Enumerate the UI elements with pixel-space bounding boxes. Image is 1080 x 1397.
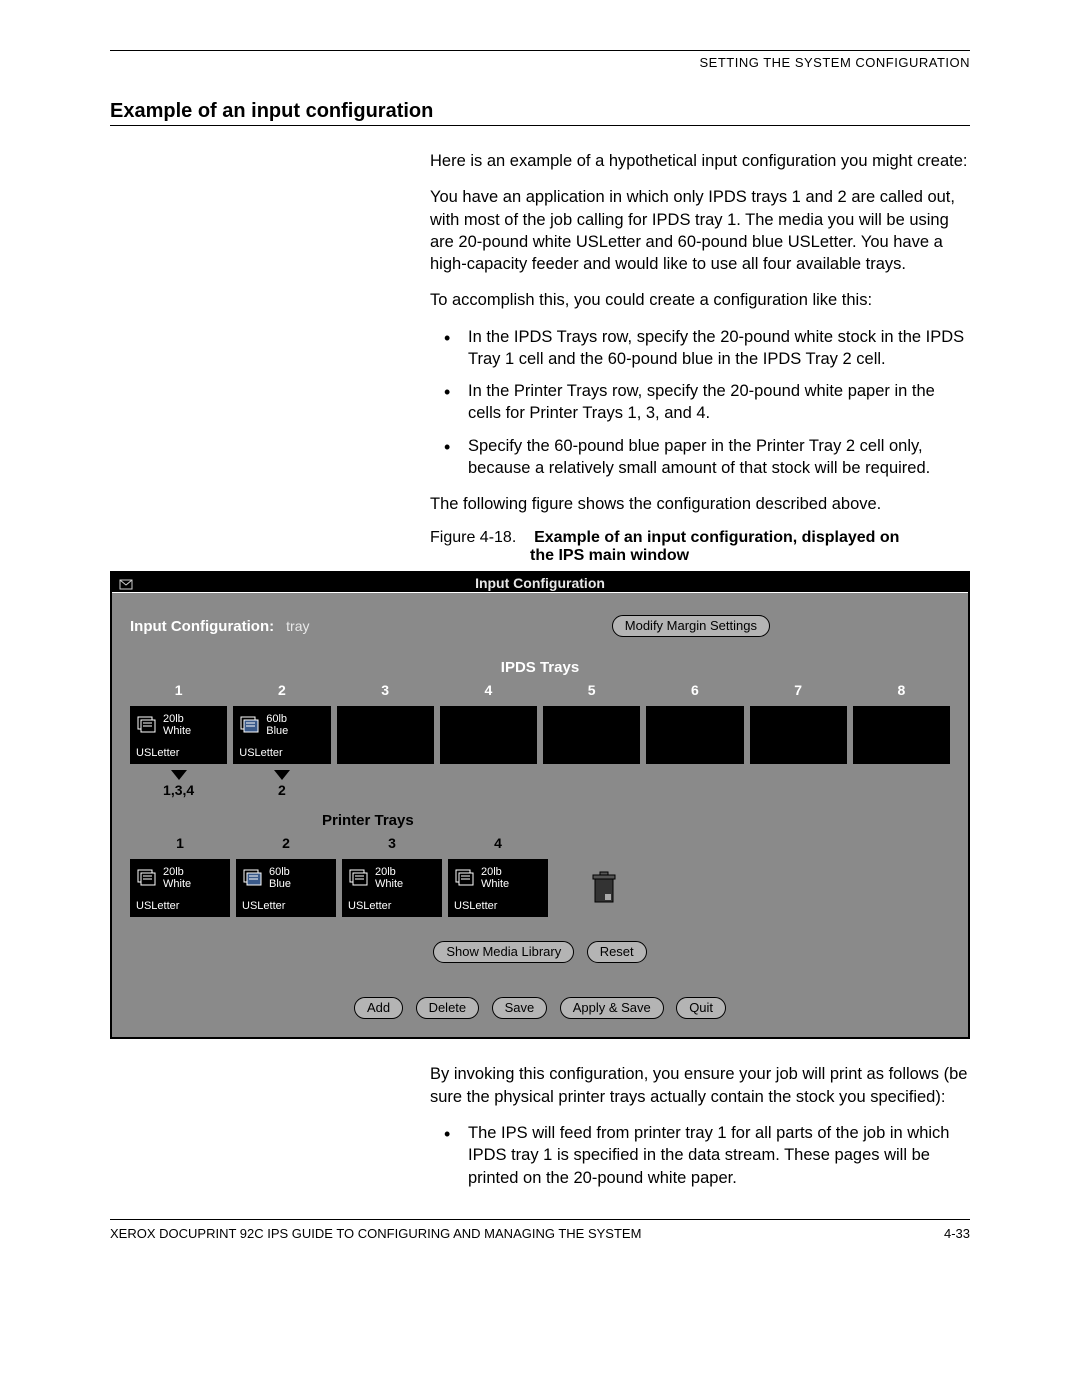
figure-caption: Figure 4-18. Example of an input configu…	[430, 529, 970, 565]
running-head: SETTING THE SYSTEM CONFIGURATION	[110, 55, 970, 70]
delete-button[interactable]: Delete	[416, 997, 480, 1019]
map-label: 2	[278, 782, 286, 798]
scenario-paragraph: You have an application in which only IP…	[430, 186, 970, 275]
printer-trays-label: Printer Trays	[322, 812, 950, 829]
ipds-tray-cell[interactable]	[440, 706, 537, 764]
add-button[interactable]: Add	[354, 997, 403, 1019]
ipds-tray-cell[interactable]	[543, 706, 640, 764]
section-title: Example of an input configuration	[110, 100, 970, 123]
paper-stack-icon	[348, 866, 370, 888]
trash-icon	[589, 870, 619, 906]
figure-caption-number: Figure 4-18.	[430, 529, 516, 546]
bullet-item: In the IPDS Trays row, specify the 20-po…	[430, 326, 970, 371]
tray-number: 3	[342, 835, 442, 853]
intro-paragraph: Here is an example of a hypothetical inp…	[430, 150, 970, 172]
printer-tray-cell[interactable]: 20lbWhite USLetter	[448, 859, 548, 917]
paper-stack-icon	[136, 713, 158, 735]
trash-target[interactable]	[554, 859, 654, 917]
tray-mapping-row: 1,3,4 2	[130, 770, 950, 798]
tray-number: 1	[130, 835, 230, 853]
footer-page-number: 4-33	[944, 1226, 970, 1241]
ipds-tray-cell[interactable]	[646, 706, 743, 764]
top-bullet-list: In the IPDS Trays row, specify the 20-po…	[430, 326, 970, 480]
figure-caption-text-1: Example of an input configuration, displ…	[534, 529, 899, 546]
tray-number: 2	[236, 835, 336, 853]
bullet-item: In the Printer Trays row, specify the 20…	[430, 380, 970, 425]
printer-tray-cell[interactable]: 20lbWhite USLetter	[342, 859, 442, 917]
tray-number: 4	[440, 682, 537, 700]
ipds-trays-label: IPDS Trays	[130, 659, 950, 676]
ipds-tray-cells: 20lbWhite USLetter 60lbBlue USLetter	[130, 706, 950, 764]
ips-window: Input Configuration Input Configuration:…	[110, 571, 970, 1039]
tray-number: 7	[750, 682, 847, 700]
figure-caption-text-2: the IPS main window	[530, 547, 970, 565]
ipds-tray-cell[interactable]: 60lbBlue USLetter	[233, 706, 330, 764]
printer-tray-cell[interactable]: 20lbWhite USLetter	[130, 859, 230, 917]
bottom-bullet-list: The IPS will feed from printer tray 1 fo…	[430, 1122, 970, 1189]
window-menu-icon[interactable]	[118, 576, 134, 589]
input-config-value: tray	[286, 618, 309, 634]
tray-number: 5	[543, 682, 640, 700]
arrow-down-icon	[171, 770, 187, 780]
following-figure-paragraph: The following figure shows the configura…	[430, 493, 970, 515]
arrow-down-icon	[274, 770, 290, 780]
paper-stack-icon	[454, 866, 476, 888]
footer-left: XEROX DOCUPRINT 92C IPS GUIDE TO CONFIGU…	[110, 1226, 641, 1241]
paper-stack-icon	[242, 866, 264, 888]
tray-number: 3	[337, 682, 434, 700]
ipds-tray-cell[interactable]	[750, 706, 847, 764]
tray-number: 4	[448, 835, 548, 853]
ipds-tray-numbers: 1 2 3 4 5 6 7 8	[130, 682, 950, 700]
tray-number: 2	[233, 682, 330, 700]
bullet-item: Specify the 60-pound blue paper in the P…	[430, 435, 970, 480]
map-label: 1,3,4	[163, 782, 194, 798]
paper-stack-icon	[239, 713, 261, 735]
reset-button[interactable]: Reset	[587, 941, 647, 963]
printer-tray-cell[interactable]: 60lbBlue USLetter	[236, 859, 336, 917]
tray-number: 6	[646, 682, 743, 700]
ipds-tray-cell[interactable]	[853, 706, 950, 764]
quit-button[interactable]: Quit	[676, 997, 726, 1019]
accomplish-paragraph: To accomplish this, you could create a c…	[430, 289, 970, 311]
paper-stack-icon	[136, 866, 158, 888]
input-config-label: Input Configuration:	[130, 618, 274, 635]
window-titlebar: Input Configuration	[112, 573, 968, 593]
window-title: Input Configuration	[475, 575, 605, 591]
printer-tray-numbers: 1 2 3 4	[130, 835, 950, 853]
save-button[interactable]: Save	[492, 997, 548, 1019]
show-media-library-button[interactable]: Show Media Library	[433, 941, 574, 963]
tray-number: 8	[853, 682, 950, 700]
apply-save-button[interactable]: Apply & Save	[560, 997, 664, 1019]
ipds-tray-cell[interactable]	[337, 706, 434, 764]
tray-number: 1	[130, 682, 227, 700]
ipds-tray-cell[interactable]: 20lbWhite USLetter	[130, 706, 227, 764]
modify-margin-button[interactable]: Modify Margin Settings	[612, 615, 770, 637]
after-paragraph: By invoking this configuration, you ensu…	[430, 1063, 970, 1108]
printer-tray-cells: 20lbWhite USLetter 60lbBlue USLetter 20l…	[130, 859, 950, 917]
bullet-item: The IPS will feed from printer tray 1 fo…	[430, 1122, 970, 1189]
